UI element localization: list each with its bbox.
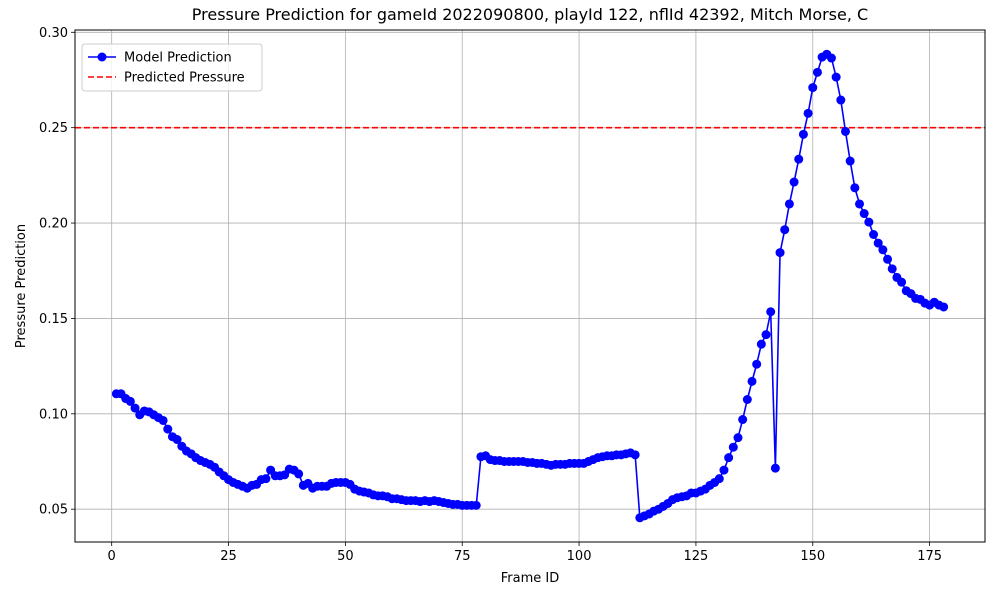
model-prediction-point (724, 453, 734, 463)
axis-ticks: 0 25 50 75 100 125 150 175 0.05 0.10 0.15 0.20 0.25 0… (39, 26, 942, 564)
model-prediction-point (784, 199, 794, 209)
model-prediction-point (738, 415, 748, 425)
model-prediction-point (840, 126, 850, 136)
x-tick-label: 150 (800, 549, 825, 564)
model-prediction-point (826, 53, 836, 63)
model-prediction-point (803, 108, 813, 118)
model-prediction-point (630, 450, 640, 460)
model-prediction-point (869, 229, 879, 239)
model-prediction-point (939, 302, 949, 312)
model-prediction-point (770, 463, 780, 473)
x-tick-label: 50 (337, 549, 354, 564)
model-prediction-point (812, 67, 822, 77)
x-tick-label: 25 (220, 549, 237, 564)
model-prediction-point (878, 245, 888, 255)
model-prediction-point (261, 474, 271, 484)
model-prediction-point (859, 209, 869, 219)
model-prediction-point (163, 424, 173, 434)
legend-box (81, 43, 263, 92)
model-prediction-point (883, 254, 893, 264)
model-prediction-point (742, 395, 752, 405)
model-prediction-point (845, 156, 855, 166)
y-tick-label: 0.15 (39, 312, 68, 327)
model-prediction-point (873, 238, 883, 248)
model-prediction-point (125, 396, 135, 406)
x-tick-label: 175 (917, 549, 942, 564)
x-tick-label: 125 (684, 549, 709, 564)
model-prediction-point (808, 83, 818, 93)
legend: Model Prediction Predicted Pressure (81, 43, 263, 92)
model-prediction-point (831, 72, 841, 82)
y-tick-label: 0.30 (39, 26, 68, 41)
x-tick-label: 0 (108, 549, 116, 564)
model-prediction-point (798, 129, 808, 139)
y-axis-label: Pressure Prediction (14, 224, 29, 348)
x-tick-label: 100 (567, 549, 592, 564)
y-tick-label: 0.20 (39, 217, 68, 232)
chart-title: Pressure Prediction for gameId 202209080… (192, 5, 868, 24)
model-prediction-point (850, 183, 860, 193)
model-prediction-point (158, 415, 168, 425)
model-prediction-point (897, 277, 907, 287)
model-prediction-point (471, 500, 481, 510)
series-group (111, 49, 949, 523)
model-prediction-point (761, 330, 771, 340)
x-tick-label: 75 (454, 549, 471, 564)
y-tick-label: 0.25 (39, 121, 68, 136)
model-prediction-point (794, 154, 804, 164)
model-prediction-point (780, 225, 790, 235)
y-tick-label: 0.05 (39, 503, 68, 518)
model-prediction-point (719, 465, 729, 475)
legend-label-threshold: Predicted Pressure (124, 71, 245, 86)
model-prediction-point (775, 248, 785, 258)
model-prediction-point (130, 403, 140, 413)
y-tick-label: 0.10 (39, 407, 68, 422)
legend-label-model: Model Prediction (124, 51, 232, 66)
model-prediction-point (172, 435, 182, 445)
model-prediction-point (887, 264, 897, 274)
model-prediction-point (752, 359, 762, 369)
model-prediction-point (864, 217, 874, 227)
model-prediction-point (836, 95, 846, 105)
model-prediction-point (855, 199, 865, 209)
legend-marker-model (97, 52, 107, 62)
model-prediction-point (733, 433, 743, 443)
model-prediction-point (766, 307, 776, 317)
model-prediction-point (714, 474, 724, 484)
model-prediction-point (747, 376, 757, 386)
grid-lines (75, 30, 985, 542)
model-prediction-point (728, 442, 738, 452)
model-prediction-point (294, 469, 304, 479)
model-prediction-point (789, 177, 799, 187)
model-prediction-point (756, 339, 766, 349)
x-axis-label: Frame ID (501, 571, 559, 586)
axes-frame (74, 29, 986, 543)
